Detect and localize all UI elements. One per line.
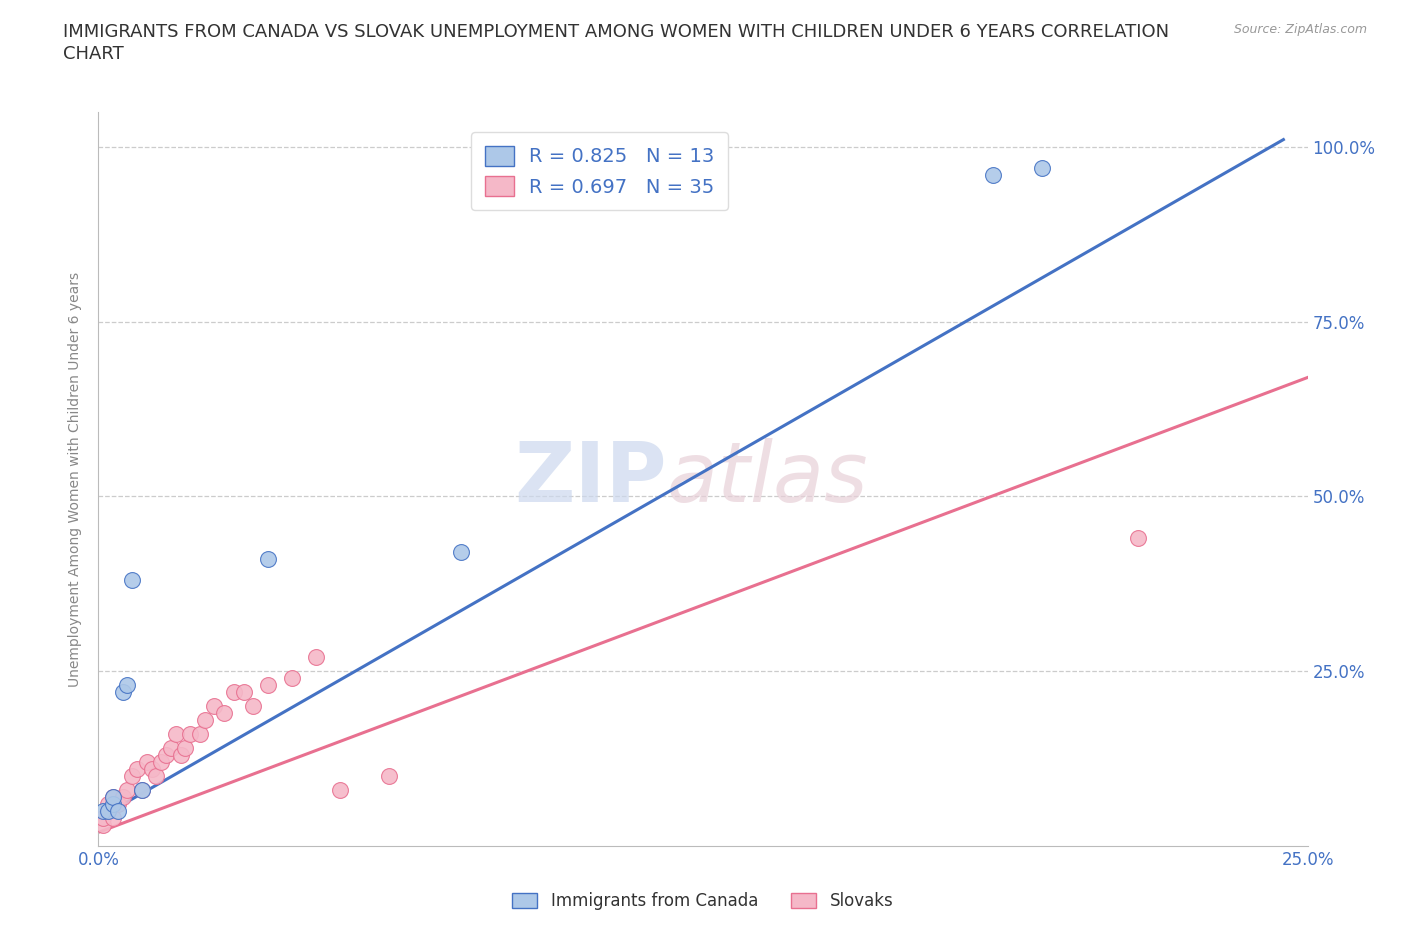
Point [450, 545, 472, 560]
Point [377, 769, 399, 784]
Text: ZIP: ZIP [515, 438, 666, 520]
Point [155, 748, 177, 763]
Point [256, 552, 278, 567]
Point [97, 804, 120, 818]
Point [305, 650, 328, 665]
Legend: Immigrants from Canada, Slovaks: Immigrants from Canada, Slovaks [506, 885, 900, 917]
Point [121, 769, 143, 784]
Point [111, 684, 134, 699]
Text: IMMIGRANTS FROM CANADA VS SLOVAK UNEMPLOYMENT AMONG WOMEN WITH CHILDREN UNDER 6 : IMMIGRANTS FROM CANADA VS SLOVAK UNEMPLO… [63, 23, 1170, 41]
Point [281, 671, 304, 685]
Point [97, 797, 120, 812]
Point [91, 817, 114, 832]
Point [131, 783, 153, 798]
Point [232, 684, 254, 699]
Point [242, 699, 264, 714]
Point [121, 573, 143, 588]
Point [131, 783, 153, 798]
Point [91, 804, 114, 818]
Point [127, 762, 149, 777]
Point [101, 797, 124, 812]
Point [212, 706, 235, 721]
Point [145, 769, 167, 784]
Point [256, 678, 278, 693]
Legend: R = 0.825   N = 13, R = 0.697   N = 35: R = 0.825 N = 13, R = 0.697 N = 35 [471, 132, 728, 210]
Point [97, 804, 120, 818]
Point [188, 727, 211, 742]
Point [107, 804, 129, 818]
Point [222, 684, 245, 699]
Point [107, 797, 129, 812]
Text: atlas: atlas [666, 438, 869, 520]
Point [194, 713, 217, 728]
Point [1031, 160, 1053, 175]
Point [111, 790, 134, 804]
Text: CHART: CHART [63, 45, 124, 62]
Point [141, 762, 163, 777]
Point [101, 790, 124, 804]
Point [135, 755, 157, 770]
Point [179, 727, 201, 742]
Text: Source: ZipAtlas.com: Source: ZipAtlas.com [1233, 23, 1367, 36]
Point [101, 790, 124, 804]
Point [174, 741, 197, 756]
Point [117, 678, 139, 693]
Point [329, 783, 352, 798]
Point [101, 811, 124, 826]
Point [1128, 531, 1150, 546]
Point [117, 783, 139, 798]
Point [981, 167, 1004, 182]
Point [169, 748, 191, 763]
Point [165, 727, 187, 742]
Point [204, 699, 226, 714]
Point [91, 811, 114, 826]
Point [160, 741, 183, 756]
Point [150, 755, 173, 770]
Y-axis label: Unemployment Among Women with Children Under 6 years: Unemployment Among Women with Children U… [69, 272, 83, 686]
